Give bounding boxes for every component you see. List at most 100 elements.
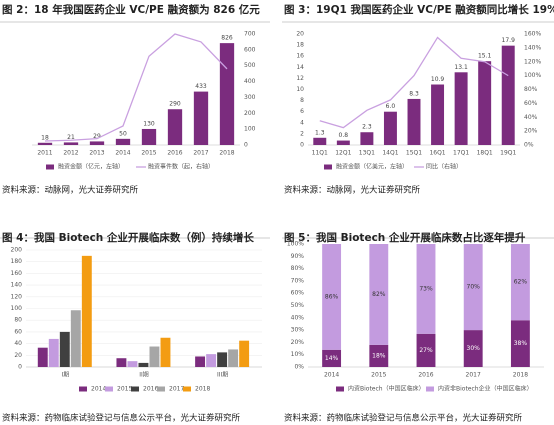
x-tick-label: 18Q1 — [477, 150, 493, 157]
legend-swatch — [105, 386, 113, 392]
x-tick-label: 2018 — [219, 150, 234, 157]
y2-tick-label: 600 — [244, 46, 256, 53]
bar — [116, 358, 127, 367]
x-tick-label: 2016 — [418, 372, 433, 379]
data-label: 27% — [419, 347, 433, 354]
x-tick-label: III期 — [217, 371, 228, 379]
x-tick-label: 2017 — [193, 150, 208, 157]
bar — [383, 111, 397, 145]
bar — [501, 45, 515, 145]
bar — [217, 352, 228, 367]
bar — [63, 142, 79, 145]
x-tick-label: 15Q1 — [406, 150, 422, 157]
y-tick-label: 180 — [11, 258, 23, 265]
x-tick-label: 13Q1 — [359, 150, 375, 157]
bar — [454, 72, 468, 145]
bar — [48, 338, 59, 367]
y2-tick-label: 40% — [524, 114, 538, 121]
source-note: 资料来源：动脉网，光大证券研究所 — [284, 185, 421, 196]
chart-title: 图 5：我国 Biotech 企业开展临床数占比逐年提升 — [284, 231, 526, 244]
y-tick-label: 8 — [300, 97, 304, 104]
data-label: 1.3 — [315, 129, 325, 136]
x-tick-label: I期 — [61, 371, 69, 379]
data-label: 86% — [325, 293, 339, 300]
bar-segment — [416, 244, 436, 334]
y-tick-label: 60 — [14, 328, 22, 335]
legend-swatch — [336, 386, 344, 392]
y-tick-label: 12 — [296, 75, 304, 82]
x-tick-label: 2017 — [466, 372, 481, 379]
legend-label: 2014 — [91, 386, 106, 393]
data-label: 15.1 — [478, 53, 492, 60]
data-label: 50 — [119, 130, 127, 137]
bar — [478, 61, 492, 145]
x-tick-label: 12Q1 — [335, 150, 351, 157]
x-tick-label: 2018 — [513, 372, 528, 379]
y2-tick-label: 100% — [524, 72, 541, 79]
legend-label: 内资Biotech（中国区临床） — [348, 385, 425, 393]
data-label: 14% — [325, 355, 339, 362]
y2-tick-label: 100 — [244, 126, 256, 133]
y-tick-label: 18 — [296, 42, 304, 49]
data-label: 8.3 — [409, 90, 419, 97]
y-tick-label: 100 — [11, 305, 23, 312]
bar-segment — [369, 244, 389, 345]
legend-swatch — [157, 386, 165, 392]
legend-label: 同比（右轴） — [426, 163, 462, 171]
y-tick-label: 10 — [296, 86, 304, 93]
data-label: 2.3 — [362, 124, 372, 131]
bar-segment — [369, 344, 389, 367]
x-tick-label: 17Q1 — [453, 150, 469, 157]
x-tick-label: 2016 — [167, 150, 182, 157]
legend-swatch — [426, 386, 434, 392]
y-tick-label: 0 — [18, 364, 22, 371]
legend-swatch — [183, 386, 191, 392]
y-tick-label: 140 — [11, 282, 23, 289]
bar — [37, 347, 48, 367]
data-label: 38% — [514, 340, 528, 347]
bar — [336, 140, 350, 145]
y-tick-label: 20% — [291, 339, 305, 346]
x-tick-label: 2014 — [324, 372, 339, 379]
chart-title: 图 2：18 年我国医药企业 VC/PE 融资额为 826 亿元 — [2, 3, 260, 16]
bar-segment — [416, 333, 436, 367]
x-tick-label: 2011 — [37, 150, 52, 157]
x-tick-label: 2014 — [115, 150, 130, 157]
legend-swatch — [131, 386, 139, 392]
x-tick-label: 2013 — [89, 150, 104, 157]
line-series — [319, 36, 509, 129]
bar-segment — [463, 330, 483, 367]
bar — [193, 91, 209, 145]
bar — [59, 331, 70, 367]
bar-segment — [322, 349, 342, 367]
bar — [239, 340, 250, 367]
bar — [149, 346, 160, 367]
legend-swatch — [324, 164, 332, 170]
bar-segment — [510, 244, 530, 321]
x-tick-label: 14Q1 — [382, 150, 398, 157]
data-label: 30% — [467, 345, 481, 352]
legend-swatch — [79, 386, 87, 392]
legend-label: 2018 — [195, 386, 210, 393]
bar-segment — [322, 244, 342, 350]
bar — [127, 361, 138, 367]
source-note: 资料来源：动脉网，光大证券研究所 — [2, 185, 139, 196]
bar — [160, 337, 171, 367]
bar — [407, 98, 421, 145]
y-tick-label: 120 — [11, 293, 23, 300]
x-tick-label: 19Q1 — [500, 150, 516, 157]
y-tick-label: 14 — [296, 64, 304, 71]
bar — [206, 354, 217, 367]
data-label: 433 — [195, 83, 207, 90]
chart-title: 图 3：19Q1 我国医药企业 VC/PE 融资额同比增长 19% — [284, 3, 554, 16]
y-tick-label: 40% — [291, 314, 305, 321]
bar — [313, 137, 327, 145]
x-tick-label: 2015 — [371, 372, 386, 379]
legend-label: 融资金额（亿美元，左轴） — [336, 163, 408, 171]
legend-label: 2017 — [169, 386, 184, 393]
bar-segment — [463, 244, 483, 331]
data-label: 826 — [221, 35, 233, 42]
y-tick-label: 40 — [14, 340, 22, 347]
legend-label: 2016 — [143, 386, 158, 393]
